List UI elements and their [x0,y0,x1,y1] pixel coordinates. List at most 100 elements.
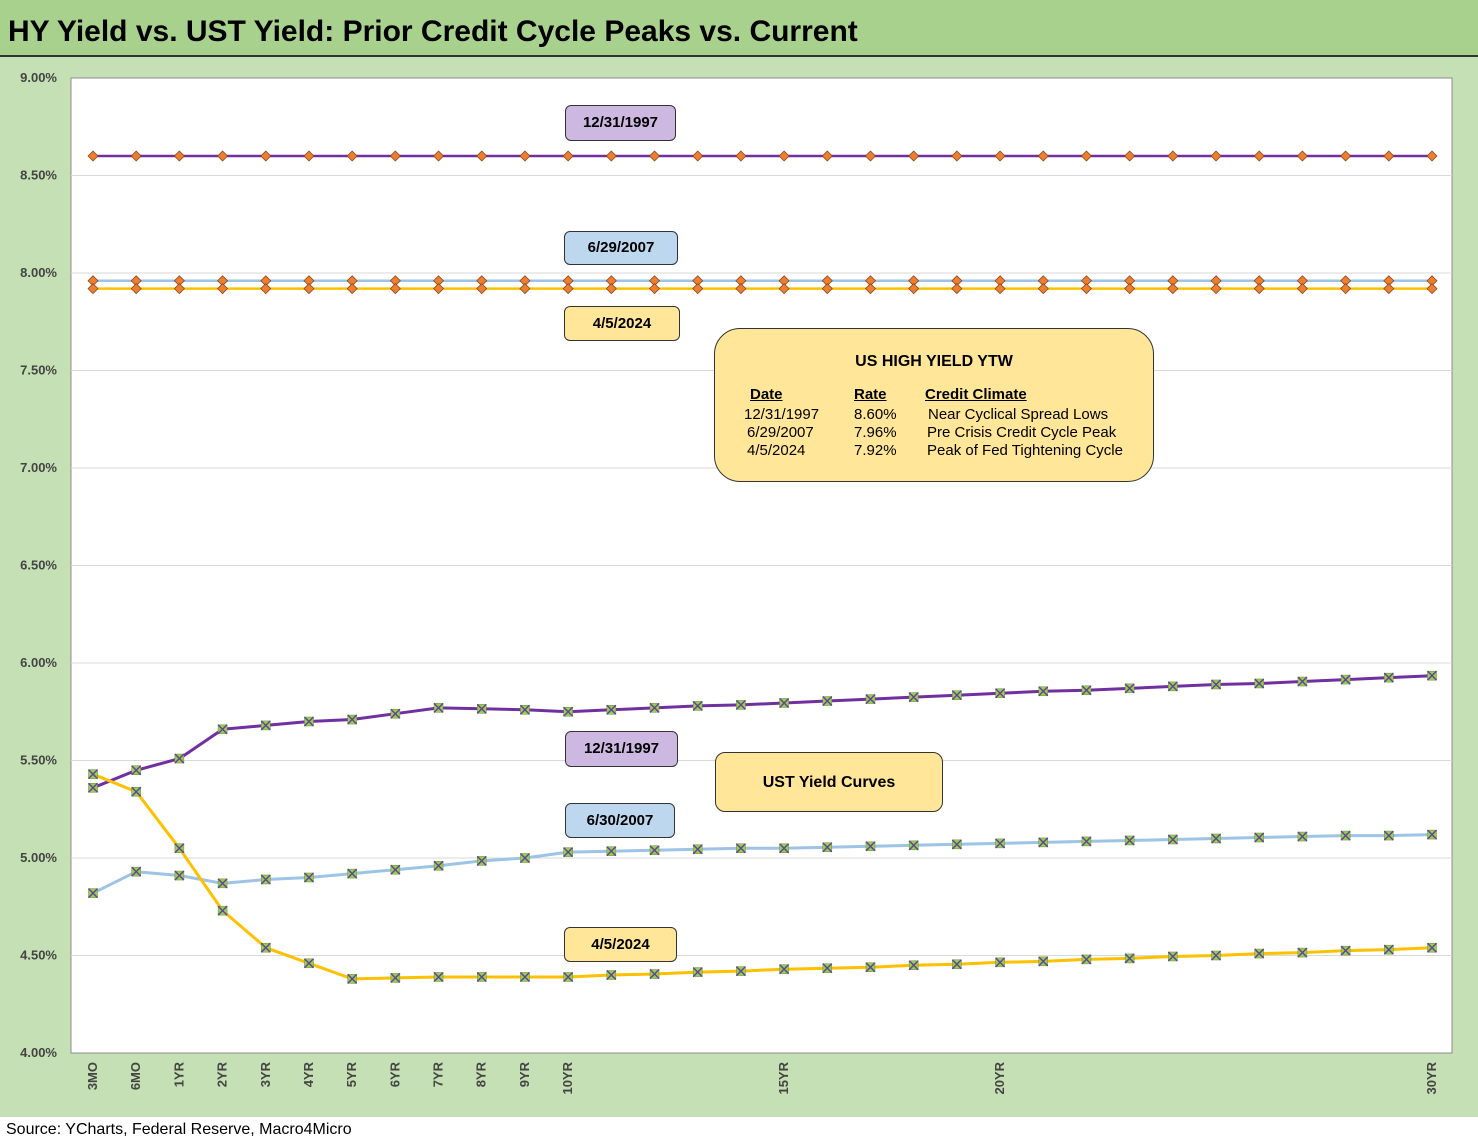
data-point-cross [174,753,185,764]
data-point-cross [1211,833,1222,844]
data-point-cross [908,960,919,971]
data-point [433,283,445,295]
ytw-row-climate: Pre Crisis Credit Cycle Peak [927,424,1117,441]
data-point [433,150,445,162]
x-tick-label: 10YR [560,1061,575,1094]
tag-hy-2024: 4/5/2024 [564,306,680,341]
data-point-cross [1340,830,1351,841]
data-point-cross [1038,956,1049,967]
data-point-cross [303,872,314,883]
ytw-title: US HIGH YIELD YTW [855,353,1013,370]
data-point [260,283,272,295]
ytw-row-rate: 7.96% [854,424,897,441]
data-point [303,150,315,162]
data-point [605,283,617,295]
data-point [1037,283,1049,295]
data-point-cross [1211,679,1222,690]
data-point-cross [131,765,142,776]
data-point [130,150,142,162]
data-point-cross [1427,670,1437,681]
ytw-header-rate: Rate [854,386,887,403]
data-point-cross [1427,942,1437,953]
data-point-cross [1038,837,1049,848]
data-point [649,150,661,162]
ytw-header-date: Date [750,386,783,403]
data-point [1080,150,1092,162]
data-point-cross [606,846,617,857]
tag-ust-1997-label: 12/31/1997 [583,740,660,757]
data-point-cross [433,702,444,713]
data-point [821,150,833,162]
data-point [303,283,315,295]
series-hy-12-31-1997 [87,150,1438,162]
data-point [735,283,747,295]
series-hy-6-29-2007 [87,275,1438,287]
data-point-cross [865,841,876,852]
data-point-cross [1167,681,1178,692]
data-point-cross [735,843,746,854]
series-group [87,150,1438,984]
data-point-cross [1383,944,1394,955]
chart-title: HY Yield vs. UST Yield: Prior Credit Cyc… [8,15,858,48]
y-tick-label: 8.50% [20,168,57,183]
data-point-cross [1081,685,1092,696]
data-point [778,150,790,162]
x-tick-label: 1YR [171,1061,186,1087]
data-point [735,150,747,162]
ust-yield-curves-box: UST Yield Curves [715,752,943,812]
data-point [1253,283,1265,295]
source-note: Source: YCharts, Federal Reserve, Macro4… [6,1121,352,1138]
data-point-cross [908,692,919,703]
x-tick-label: 15YR [776,1061,791,1094]
data-point [1037,150,1049,162]
data-point [519,283,531,295]
x-tick-label: 3YR [258,1061,273,1087]
series-line [92,833,1433,895]
data-point-cross [1167,834,1178,845]
hy-ytw-legend-box: US HIGH YIELD YTW Date Rate Credit Clima… [714,328,1154,482]
data-point [1426,283,1438,295]
series-ust-12-31-1997 [88,670,1437,793]
y-tick-label: 6.00% [20,655,57,670]
data-point-cross [476,703,487,714]
y-tick-label: 7.00% [20,460,57,475]
data-point-cross [606,704,617,715]
series-hy-4-5-2024 [87,283,1438,295]
data-point [994,150,1006,162]
tag-ust-2024-label: 4/5/2024 [591,936,650,953]
data-point-cross [995,838,1006,849]
data-point [1124,150,1136,162]
data-point-cross [131,866,142,877]
data-point [1080,283,1092,295]
data-point [864,283,876,295]
data-point-cross [1427,829,1437,840]
data-point [346,283,358,295]
x-tick-label: 3MO [85,1062,100,1090]
y-tick-label: 4.50% [20,948,57,963]
data-point-cross [88,888,98,899]
data-point-cross [951,690,962,701]
data-point-cross [563,847,574,858]
data-point-cross [951,959,962,970]
data-point-cross [390,864,401,875]
data-point [562,150,574,162]
data-point-cross [1383,830,1394,841]
data-point [1124,283,1136,295]
tag-ust-2024: 4/5/2024 [564,927,677,962]
data-point-cross [88,769,98,780]
data-point [908,283,920,295]
x-tick-label: 6MO [128,1062,143,1090]
data-point-cross [217,905,228,916]
ytw-row-climate: Peak of Fed Tightening Cycle [927,442,1123,459]
y-tick-label: 9.00% [20,70,57,85]
x-tick-label: 6YR [387,1061,402,1087]
ytw-header-climate: Credit Climate [925,386,1027,403]
data-point-cross [174,843,185,854]
data-point-cross [1081,954,1092,965]
tag-hy-1997: 12/31/1997 [565,105,676,141]
data-point-cross [1038,686,1049,697]
data-point-cross [1124,835,1135,846]
x-axis: 3MO 6MO 1YR 2YR 3YR 4YR 5YR 6YR 7YR 8YR 9YR 10YR 15Y… [85,1061,1439,1094]
ytw-row-date: 4/5/2024 [747,442,806,459]
ytw-row-rate: 7.92% [854,442,897,459]
